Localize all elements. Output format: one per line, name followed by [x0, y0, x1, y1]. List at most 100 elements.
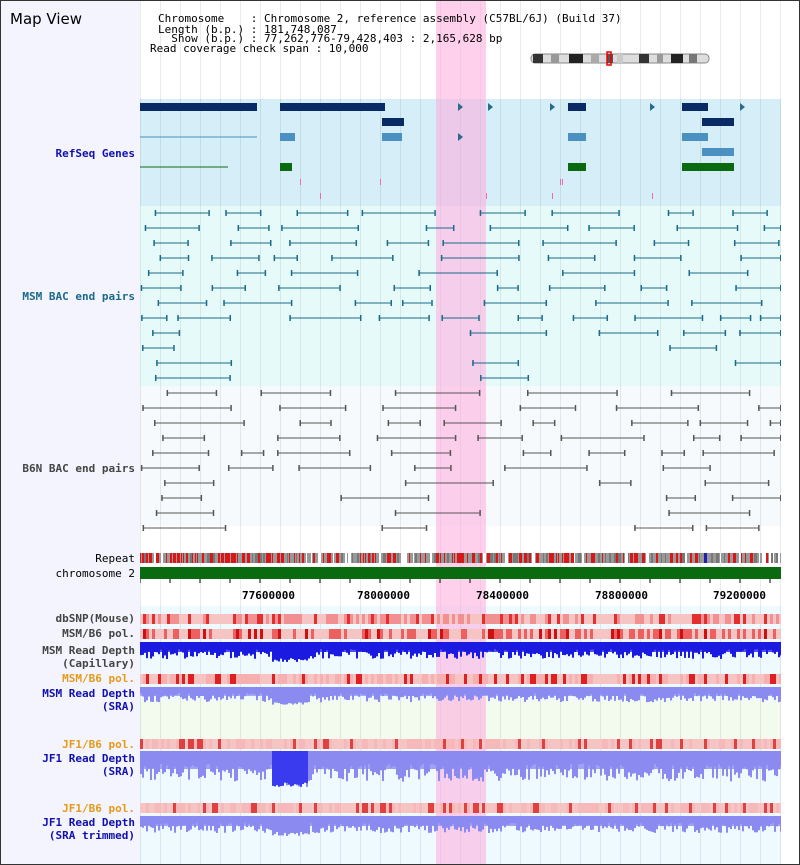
- b6n-bac-end: [780, 405, 781, 411]
- read-depth-bar: [426, 687, 428, 695]
- polymorphism-cell: [374, 674, 377, 684]
- read-depth-bar: [538, 816, 540, 831]
- refseq-gene: [682, 103, 708, 111]
- repeat-element: [764, 553, 767, 563]
- read-depth-bar: [592, 751, 594, 770]
- read-depth-bar: [486, 642, 488, 653]
- read-depth-bar: [160, 687, 162, 698]
- polymorphism-cell: [407, 629, 410, 639]
- polymorphism-cell: [194, 739, 197, 749]
- read-depth-bar: [158, 642, 160, 655]
- read-depth-bar: [780, 816, 781, 832]
- read-depth-bar: [306, 687, 308, 703]
- repeat-element: [370, 553, 371, 563]
- polymorphism-cell: [254, 739, 257, 749]
- polymorphism-cell: [179, 629, 182, 639]
- polymorphism-cell: [548, 629, 551, 639]
- read-depth-bar: [778, 642, 780, 658]
- polymorphism-cell: [764, 803, 767, 813]
- read-depth-bar: [774, 642, 776, 654]
- polymorphism-cell: [227, 739, 230, 749]
- polymorphism-cell: [341, 629, 344, 639]
- polymorphism-cell: [632, 629, 635, 639]
- grid-line: [400, 1, 401, 864]
- read-depth-bar: [360, 687, 362, 694]
- polymorphism-cell: [644, 739, 647, 749]
- polymorphism-cell: [176, 614, 179, 624]
- read-depth-bar: [602, 687, 604, 697]
- read-depth-bar: [552, 687, 554, 698]
- polymorphism-cell: [380, 803, 383, 813]
- read-depth-bar: [422, 751, 424, 764]
- polymorphism-cell: [230, 803, 233, 813]
- read-depth-bar: [384, 751, 386, 771]
- polymorphism-cell: [659, 674, 662, 684]
- read-depth-bar: [758, 687, 760, 699]
- polymorphism-cell: [152, 739, 155, 749]
- read-depth-bar: [762, 751, 764, 781]
- polymorphism-cell: [275, 674, 278, 684]
- selected-region-highlight[interactable]: [436, 1, 486, 864]
- msm-bac-end: [483, 300, 486, 306]
- read-depth-bar: [234, 751, 236, 782]
- polymorphism-cell: [254, 614, 257, 624]
- read-depth-bar: [442, 687, 444, 700]
- read-depth-bar: [358, 642, 360, 652]
- read-depth-bar: [268, 687, 270, 701]
- polymorphism-cell: [392, 629, 395, 639]
- polymorphism-cell: [749, 629, 752, 639]
- read-depth-bar: [292, 642, 294, 659]
- chromosome-ideogram[interactable]: [529, 51, 729, 67]
- polymorphism-cell: [326, 629, 329, 639]
- genome-plot-area[interactable]: [140, 1, 781, 864]
- read-depth-bar: [380, 687, 382, 695]
- read-depth-bar: [450, 687, 452, 702]
- msm-bac-end: [289, 240, 291, 246]
- polymorphism-cell: [722, 803, 725, 813]
- read-depth-bar: [694, 687, 696, 694]
- b6n-bac-end: [339, 435, 341, 441]
- read-depth-bar: [330, 816, 332, 833]
- polymorphism-cell: [644, 674, 647, 684]
- gene-tick: [560, 179, 561, 185]
- polymorphism-cell: [311, 674, 314, 684]
- read-depth-bar: [244, 642, 246, 656]
- read-depth-bar: [716, 816, 718, 828]
- polymorphism-cell: [359, 614, 362, 624]
- polymorphism-cell: [734, 674, 737, 684]
- read-depth-bar: [688, 751, 690, 771]
- b6n-bac-end: [142, 405, 144, 411]
- polymorphism-cell: [473, 803, 476, 813]
- read-depth-bar: [680, 816, 682, 824]
- repeat-element: [582, 553, 584, 563]
- polymorphism-cell: [536, 674, 539, 684]
- repeat-element: [728, 553, 730, 563]
- read-depth-bar: [400, 687, 402, 698]
- polymorphism-cell: [278, 629, 281, 639]
- polymorphism-cell: [368, 674, 371, 684]
- read-depth-bar: [600, 751, 602, 776]
- b6n-bac-end: [443, 420, 445, 426]
- polymorphism-cell: [638, 614, 641, 624]
- msm-bac-end: [141, 315, 143, 321]
- read-depth-bar: [730, 687, 732, 698]
- polymorphism-cell: [479, 803, 482, 813]
- read-depth-bar: [668, 816, 670, 827]
- repeat-element: [195, 553, 196, 563]
- read-depth-bar: [164, 642, 166, 656]
- read-depth-bar: [154, 751, 156, 780]
- polymorphism-cell: [683, 803, 686, 813]
- polymorphism-cell: [458, 803, 461, 813]
- read-depth-bar: [512, 816, 514, 824]
- read-depth-bar: [428, 687, 430, 696]
- read-depth-bar: [258, 751, 260, 773]
- read-depth-bar: [228, 687, 230, 697]
- gene-arrow: [458, 103, 463, 111]
- repeat-element: [186, 553, 188, 563]
- read-depth-bar: [648, 687, 650, 702]
- grid-line: [500, 1, 501, 864]
- polymorphism-cell: [488, 803, 491, 813]
- polymorphism-cell: [299, 629, 302, 639]
- polymorphism-cell: [584, 739, 587, 749]
- read-depth-bar: [458, 816, 460, 828]
